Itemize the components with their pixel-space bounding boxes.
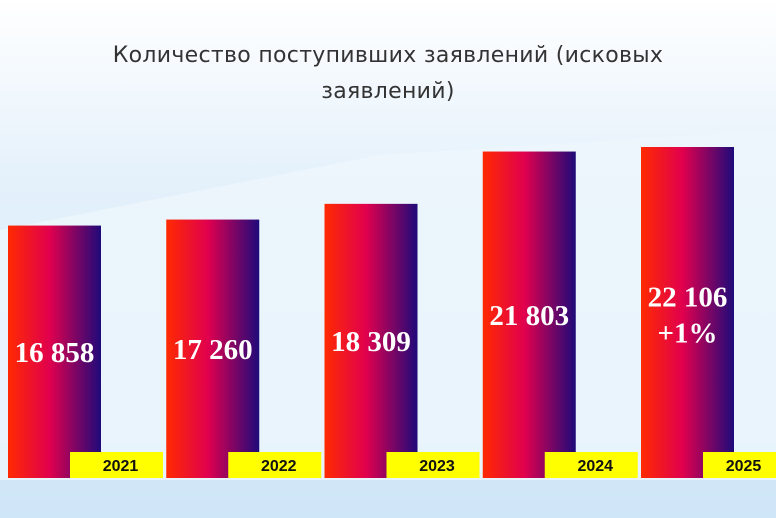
bar (324, 203, 418, 479)
category-label-box (70, 452, 163, 478)
category-label: 2022 (261, 458, 297, 475)
category-label: 2023 (419, 458, 455, 475)
category-label: 2021 (103, 458, 139, 475)
bar (641, 147, 734, 478)
value-label: 22 106 (648, 282, 728, 314)
category-label-box (703, 452, 776, 478)
bar (8, 225, 101, 478)
value-label: 17 260 (173, 334, 253, 366)
category-label-box (228, 452, 322, 478)
value-label: 21 803 (489, 300, 569, 332)
annotation: +1% (657, 318, 717, 350)
value-label: 16 858 (15, 337, 95, 369)
category-label-box (386, 452, 480, 478)
category-label: 2024 (577, 458, 613, 475)
value-label: 18 309 (331, 326, 411, 358)
category-label: 2025 (726, 458, 762, 475)
category-label-box (544, 452, 638, 478)
bar (482, 151, 576, 478)
chart-title: Количество поступивших заявлений (исковы… (112, 43, 664, 104)
bar (166, 219, 260, 478)
